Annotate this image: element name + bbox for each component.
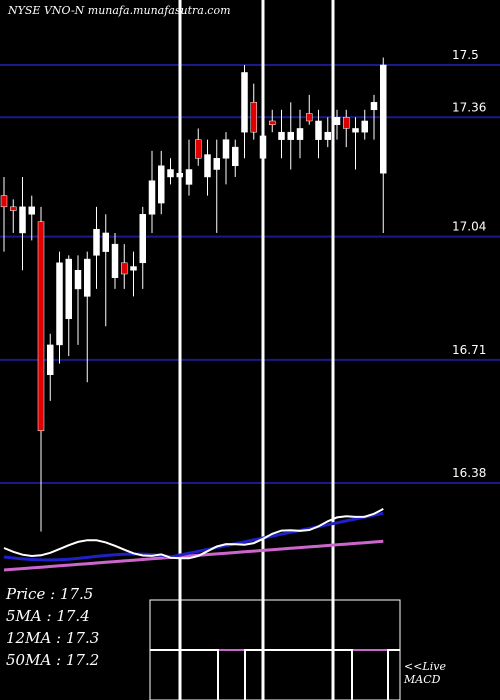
candle-body-27	[250, 102, 257, 133]
candle-body-33	[306, 113, 313, 122]
candle-body-3	[28, 206, 35, 215]
candle-body-29	[269, 120, 276, 125]
candle-body-8	[74, 270, 82, 290]
candle-body-37	[343, 117, 350, 129]
ma-fast-line	[3, 508, 384, 560]
macd-label-live: <<Live	[404, 660, 446, 673]
candle-body-35	[324, 131, 331, 140]
candle-body-2	[19, 206, 26, 234]
candle-body-4	[37, 221, 45, 431]
legend-price: Price : 17.5	[6, 585, 94, 603]
candle-body-21	[195, 139, 202, 159]
ma-mid-line	[3, 511, 384, 562]
ma-slow-line	[3, 539, 384, 572]
candle-body-30	[278, 131, 285, 140]
candle-body-6	[56, 262, 63, 346]
legend-50ma-label: 50MA	[6, 651, 52, 669]
candle-body-28	[259, 135, 267, 159]
candle-body-5	[47, 344, 54, 376]
legend-price-label: Price	[6, 585, 46, 603]
macd-line	[150, 649, 400, 700]
candle-body-1	[10, 206, 17, 211]
chart-title: NYSE VNO-N munafa.munafasutra.com	[8, 4, 231, 17]
candle-body-34	[315, 120, 322, 140]
candle-body-40	[370, 102, 378, 111]
y-tick-label-0: 17.5	[452, 48, 479, 62]
candle-body-24	[222, 139, 230, 159]
candle-body-20	[185, 169, 193, 185]
y-tick-label-2: 17.04	[452, 220, 486, 234]
legend-5ma: 5MA : 17.4	[6, 607, 90, 625]
legend-5ma-value: 17.4	[56, 607, 90, 625]
macd-label-macd: MACD	[404, 673, 441, 686]
legend-price-value: 17.5	[59, 585, 94, 603]
candle-body-22	[204, 154, 211, 178]
legend-12ma-label: 12MA	[6, 629, 52, 647]
candle-body-23	[213, 158, 220, 170]
candle-body-14	[130, 266, 137, 271]
candle-body-31	[287, 131, 294, 140]
candle-body-36	[333, 117, 341, 125]
y-tick-label-3: 16.71	[452, 343, 486, 357]
legend-12ma: 12MA : 17.3	[6, 629, 100, 647]
candle-body-25	[232, 146, 239, 167]
candle-body-26	[241, 72, 248, 133]
candle-body-7	[65, 258, 72, 320]
candle-body-12	[111, 243, 119, 278]
candle-body-13	[121, 262, 128, 275]
y-tick-label-4: 16.38	[452, 466, 486, 480]
candle-body-16	[148, 180, 156, 215]
candle-body-15	[139, 214, 146, 264]
candle-body-19	[176, 172, 183, 178]
candle-body-41	[380, 64, 387, 174]
candle-body-32	[296, 128, 304, 140]
candle-body-17	[158, 165, 165, 204]
legend-50ma-value: 17.2	[65, 651, 100, 669]
candle-body-38	[352, 128, 359, 133]
candle-body-9	[84, 258, 91, 297]
candle-body-10	[93, 228, 100, 256]
candle-body-0	[0, 195, 8, 208]
candle-body-18	[167, 169, 174, 178]
legend-5ma-label: 5MA	[6, 607, 42, 625]
candle-body-11	[102, 232, 109, 252]
legend-50ma: 50MA : 17.2	[6, 651, 100, 669]
legend-12ma-value: 17.3	[65, 629, 100, 647]
y-tick-label-1: 17.36	[452, 100, 486, 114]
candle-body-39	[361, 120, 368, 133]
